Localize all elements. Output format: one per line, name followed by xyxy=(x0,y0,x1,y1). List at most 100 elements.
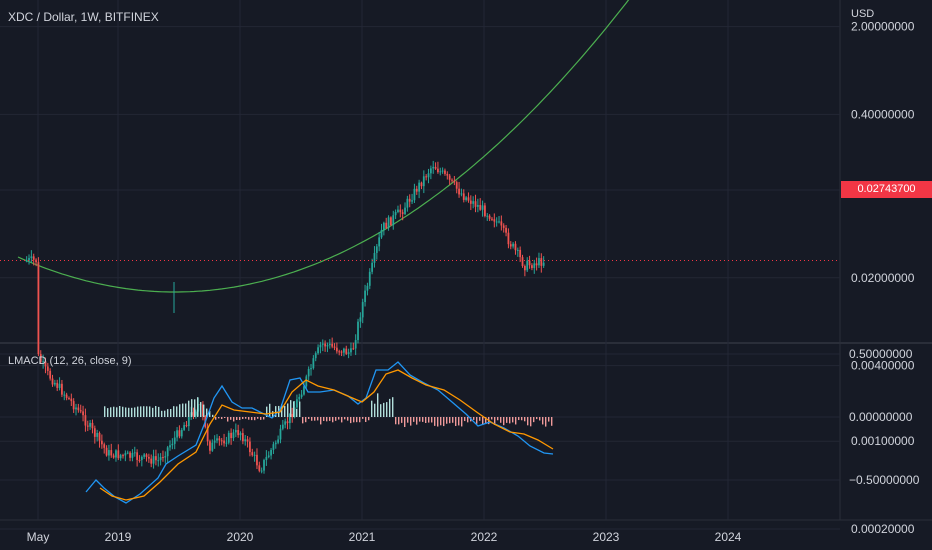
macd-histogram-bar xyxy=(137,406,139,417)
candle-body xyxy=(378,237,381,247)
candle-body xyxy=(258,465,261,471)
candle-body xyxy=(345,348,348,354)
candle-body xyxy=(507,232,510,245)
macd-histogram-bar xyxy=(446,417,448,424)
candle-body xyxy=(61,383,63,395)
candle-body xyxy=(535,263,538,266)
candle-body xyxy=(225,442,228,444)
candle-body xyxy=(397,209,399,213)
macd-histogram-bar xyxy=(302,417,304,424)
candle-body xyxy=(46,366,49,371)
macd-histogram-bar xyxy=(497,417,499,421)
macd-histogram-bar xyxy=(275,406,277,417)
macd-histogram-bar xyxy=(272,411,274,417)
candle-body xyxy=(213,440,216,443)
candle-body xyxy=(152,456,155,464)
candle-body xyxy=(260,470,263,472)
candle-body xyxy=(171,443,174,446)
macd-histogram-bar xyxy=(404,417,406,427)
macd-histogram-bar xyxy=(314,417,316,421)
macd-histogram-bar xyxy=(434,417,436,426)
macd-histogram-bar xyxy=(389,398,391,417)
macd-histogram-bar xyxy=(161,410,163,417)
macd-histogram-bar xyxy=(449,417,451,424)
candle-body xyxy=(267,455,270,457)
macd-histogram-bar xyxy=(263,417,265,420)
macd-tick-label: 0.00000000 xyxy=(849,410,913,424)
macd-histogram-bar xyxy=(227,417,229,422)
candle-body xyxy=(244,439,247,442)
macd-histogram-bar xyxy=(239,417,241,421)
time-tick-label: 2019 xyxy=(105,530,132,544)
candle-body xyxy=(173,437,176,444)
time-tick-label: 2024 xyxy=(715,530,742,544)
macd-line xyxy=(85,361,554,504)
macd-histogram-bar xyxy=(191,399,193,417)
macd-histogram-bar xyxy=(308,417,310,419)
candle-body xyxy=(305,376,308,387)
candle-body xyxy=(256,454,258,466)
macd-histogram-bar xyxy=(362,417,364,419)
macd-histogram-bar xyxy=(317,417,319,421)
macd-histogram-bar xyxy=(344,417,346,420)
candle-body xyxy=(77,407,80,411)
candle-body xyxy=(150,458,153,464)
candle-body xyxy=(117,450,120,459)
candle-body xyxy=(505,227,507,233)
candle-body xyxy=(155,456,157,461)
candle-body xyxy=(263,460,265,471)
candle-body xyxy=(44,361,47,367)
candle-body xyxy=(296,399,298,408)
candle-body xyxy=(86,425,89,427)
macd-histogram-bar xyxy=(296,408,298,417)
time-tick-label: 2020 xyxy=(227,530,254,544)
macd-histogram-bar xyxy=(287,403,289,417)
macd-histogram-bar xyxy=(377,393,379,417)
candle-body xyxy=(105,447,108,456)
candle-body xyxy=(458,188,460,195)
candle-body xyxy=(533,263,536,269)
candle-body xyxy=(437,168,439,173)
candle-body xyxy=(338,351,341,353)
candle-body xyxy=(265,456,268,461)
candle-body xyxy=(209,441,211,451)
candle-body xyxy=(58,383,61,388)
macd-histogram-bar xyxy=(251,417,253,421)
macd-histogram-bar xyxy=(122,406,124,417)
macd-histogram-bar xyxy=(221,417,223,420)
candle-body xyxy=(129,452,131,458)
candle-body xyxy=(274,442,277,445)
candle-body xyxy=(382,222,385,230)
macd-tick-label: 0.50000000 xyxy=(849,347,913,361)
macd-histogram-bar xyxy=(131,407,133,417)
macd-histogram-bar xyxy=(461,417,463,427)
price-tick-label: 0.00100000 xyxy=(851,434,915,448)
macd-histogram-bar xyxy=(476,417,478,424)
candle-body xyxy=(512,243,515,247)
macd-histogram-bar xyxy=(266,406,268,417)
candle-body xyxy=(523,265,526,271)
macd-histogram-bar xyxy=(158,406,160,417)
candle-body xyxy=(413,188,416,201)
candle-body xyxy=(444,170,446,174)
candle-body xyxy=(406,198,409,208)
macd-histogram-bar xyxy=(464,417,466,422)
candle-body xyxy=(96,432,99,437)
signal-line xyxy=(99,369,554,501)
price-tick-label: 0.02000000 xyxy=(851,271,915,285)
candle-body xyxy=(425,176,428,178)
candle-body xyxy=(246,439,249,442)
macd-histogram-bar xyxy=(383,402,385,417)
candle-body xyxy=(408,198,411,202)
candle-body xyxy=(335,347,338,352)
candle-body xyxy=(232,432,235,439)
candle-body xyxy=(474,201,477,207)
macd-histogram-bar xyxy=(152,407,154,417)
candle-body xyxy=(399,209,402,213)
candle-body xyxy=(39,354,42,362)
candle-body xyxy=(108,450,110,456)
candle-body xyxy=(312,358,315,369)
candle-body xyxy=(230,432,233,439)
candle-body xyxy=(314,353,317,359)
